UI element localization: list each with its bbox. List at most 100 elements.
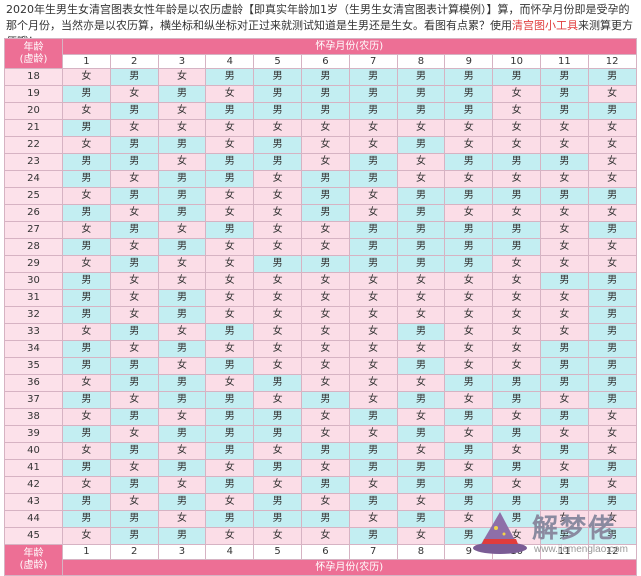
gender-cell: 女: [587, 442, 637, 460]
gender-cell: 男: [348, 102, 398, 120]
gender-cell: 女: [157, 119, 207, 137]
gender-cell: 女: [587, 136, 637, 154]
gender-cell: 男: [253, 85, 302, 103]
gender-cell: 女: [492, 170, 541, 188]
gender-cell: 男: [587, 272, 637, 290]
gender-cell: 女: [444, 272, 494, 290]
tool-link[interactable]: 清宫图小工具: [512, 19, 578, 32]
gender-cell: 女: [109, 119, 159, 137]
gender-cell: 女: [253, 170, 302, 188]
gender-cell: 男: [157, 170, 207, 188]
gender-cell: 男: [205, 442, 255, 460]
gender-cell: 女: [587, 153, 637, 171]
gender-cell: 男: [587, 102, 637, 120]
gender-cell: 女: [253, 323, 302, 341]
gender-cell: 男: [587, 323, 637, 341]
gender-cell: 女: [109, 289, 159, 307]
gender-cell: 女: [492, 476, 541, 494]
gender-cell: 女: [396, 442, 446, 460]
gender-cell: 女: [157, 272, 207, 290]
gender-cell: 男: [587, 374, 637, 392]
footer-month-number: 6: [300, 544, 350, 560]
gender-cell: 男: [62, 493, 111, 511]
table-row: 37 男女男男女男女男女男女男: [4, 391, 637, 409]
gender-cell: 女: [492, 323, 541, 341]
gender-cell: 男: [492, 68, 541, 86]
age-cell: 31: [4, 289, 63, 307]
gender-cell: 男: [396, 238, 446, 256]
gender-cell: 女: [157, 476, 207, 494]
gender-cell: 女: [348, 374, 398, 392]
gender-cell: 男: [444, 442, 494, 460]
footer-month-number: 2: [109, 544, 159, 560]
gender-cell: 男: [396, 204, 446, 222]
table-row: 44 男男女男男男女男女男女女: [4, 510, 637, 528]
gender-cell: 男: [444, 68, 494, 86]
gender-cell: 女: [300, 527, 350, 545]
age-cell: 25: [4, 187, 63, 205]
gender-cell: 男: [396, 357, 446, 375]
gender-cell: 男: [109, 374, 159, 392]
gender-cell: 女: [396, 153, 446, 171]
gender-cell: 女: [587, 204, 637, 222]
gender-cell: 男: [396, 476, 446, 494]
gender-cell: 男: [587, 391, 637, 409]
gender-cell: 女: [157, 408, 207, 426]
gender-cell: 男: [492, 459, 541, 477]
gender-cell: 女: [444, 136, 494, 154]
gender-cell: 女: [62, 442, 111, 460]
gender-cell: 男: [62, 391, 111, 409]
gender-cell: 女: [587, 425, 637, 443]
gender-cell: 女: [396, 306, 446, 324]
gender-cell: 女: [587, 119, 637, 137]
gender-cell: 女: [62, 408, 111, 426]
gender-cell: 女: [109, 85, 159, 103]
gender-cell: 男: [300, 442, 350, 460]
gender-cell: 女: [444, 510, 494, 528]
gender-cell: 男: [539, 272, 589, 290]
gender-cell: 女: [444, 119, 494, 137]
gender-cell: 男: [205, 68, 255, 86]
gender-cell: 女: [539, 323, 589, 341]
gender-cell: 女: [492, 272, 541, 290]
gender-cell: 男: [444, 221, 494, 239]
gender-cell: 女: [492, 102, 541, 120]
gender-cell: 男: [587, 289, 637, 307]
gender-cell: 男: [587, 357, 637, 375]
footer-month-number: 11: [539, 544, 589, 560]
gender-cell: 女: [492, 442, 541, 460]
month-number: 4: [205, 54, 255, 69]
gender-cell: 女: [300, 289, 350, 307]
table-row: 29 女男女女男男男男男女女女: [4, 255, 637, 273]
gender-cell: 女: [109, 272, 159, 290]
gender-cell: 女: [157, 255, 207, 273]
gender-cell: 男: [109, 323, 159, 341]
gender-cell: 男: [492, 238, 541, 256]
gender-cell: 女: [109, 204, 159, 222]
gender-cell: 男: [62, 357, 111, 375]
gender-cell: 男: [539, 340, 589, 358]
gender-cell: 女: [396, 170, 446, 188]
gender-cell: 男: [157, 391, 207, 409]
gender-cell: 男: [157, 459, 207, 477]
gender-cell: 女: [539, 306, 589, 324]
gender-cell: 女: [62, 221, 111, 239]
gender-cell: 男: [109, 153, 159, 171]
age-cell: 24: [4, 170, 63, 188]
gender-cell: 女: [109, 306, 159, 324]
gender-cell: 女: [492, 306, 541, 324]
footer-month-number: 1: [62, 544, 111, 560]
gender-cell: 女: [539, 170, 589, 188]
gender-cell: 男: [300, 204, 350, 222]
gender-cell: 男: [109, 255, 159, 273]
gender-cell: 男: [62, 510, 111, 528]
footer-month-number: 8: [396, 544, 446, 560]
gender-cell: 男: [109, 357, 159, 375]
gender-cell: 男: [109, 187, 159, 205]
gender-cell: 女: [300, 374, 350, 392]
table-row: 40 女男女男女男男女男女男女: [4, 442, 637, 460]
gender-cell: 女: [157, 221, 207, 239]
gender-cell: 男: [253, 102, 302, 120]
gender-cell: 男: [587, 221, 637, 239]
gender-cell: 女: [492, 340, 541, 358]
